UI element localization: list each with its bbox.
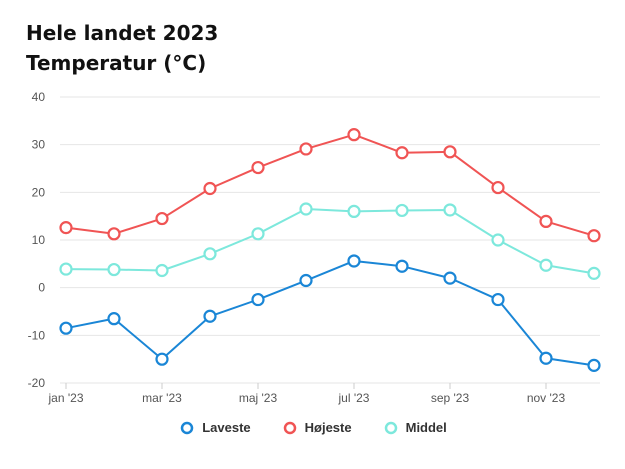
- data-point: [443, 203, 457, 217]
- data-point: [443, 271, 457, 285]
- y-tick-label: 20: [32, 185, 46, 199]
- chart-subtitle: Temperatur (°C): [26, 51, 207, 75]
- chart-title-block: Hele landet 2023 Temperatur (°C): [26, 18, 218, 78]
- legend-marker-icon: [283, 421, 296, 434]
- data-point: [251, 292, 265, 307]
- data-point: [107, 227, 121, 241]
- y-tick-label: 30: [32, 138, 46, 152]
- y-tick-label: 0: [38, 281, 45, 295]
- x-tick-label: mar '23: [142, 391, 182, 405]
- data-point: [59, 321, 73, 335]
- data-point: [587, 229, 601, 243]
- x-tick-label: nov '23: [527, 391, 566, 405]
- chart-legend: Laveste Højeste Middel: [0, 420, 625, 435]
- data-point: [203, 309, 217, 323]
- legend-item-middel[interactable]: Middel: [382, 420, 447, 435]
- legend-label: Middel: [405, 420, 447, 435]
- data-point: [155, 263, 169, 278]
- data-point: [395, 146, 409, 160]
- data-point: [539, 351, 553, 365]
- data-point: [395, 203, 409, 218]
- data-point: [251, 160, 265, 175]
- legend-label: Højeste: [304, 420, 352, 435]
- x-tick-label: jan '23: [48, 391, 84, 405]
- data-point: [299, 273, 313, 288]
- data-point: [203, 247, 217, 261]
- data-point: [491, 292, 505, 307]
- y-tick-label: -20: [28, 376, 46, 390]
- data-point: [347, 254, 361, 268]
- chart-title: Hele landet 2023: [26, 21, 219, 45]
- data-point: [299, 142, 313, 156]
- data-point: [107, 312, 121, 326]
- data-point: [587, 358, 601, 372]
- data-point: [491, 180, 505, 195]
- data-point: [203, 181, 217, 196]
- data-point: [347, 204, 361, 218]
- series-line: [65, 259, 595, 367]
- data-point: [539, 214, 553, 229]
- y-tick-label: 10: [32, 233, 46, 247]
- data-point: [443, 145, 457, 159]
- data-point: [155, 211, 169, 226]
- x-tick-label: jul '23: [338, 391, 370, 405]
- y-tick-label: -10: [28, 328, 46, 342]
- series-line: [65, 208, 595, 275]
- data-point: [395, 259, 409, 273]
- data-point: [107, 262, 121, 277]
- x-tick-label: maj '23: [239, 391, 278, 405]
- legend-item-laveste[interactable]: Laveste: [178, 420, 251, 435]
- legend-marker-icon: [180, 421, 194, 434]
- x-tick-label: sep '23: [431, 391, 470, 405]
- data-point: [587, 266, 601, 280]
- data-point: [347, 128, 361, 142]
- data-point: [299, 202, 313, 216]
- y-tick-label: 40: [32, 90, 46, 104]
- data-point: [155, 352, 169, 366]
- legend-label: Laveste: [202, 420, 251, 435]
- data-point: [59, 262, 73, 276]
- series-line: [65, 133, 595, 237]
- legend-item-hojeste[interactable]: Højeste: [281, 420, 352, 435]
- data-point: [539, 258, 553, 272]
- data-point: [59, 221, 73, 235]
- data-point: [251, 227, 265, 241]
- data-point: [491, 233, 505, 247]
- legend-marker-icon: [384, 421, 397, 434]
